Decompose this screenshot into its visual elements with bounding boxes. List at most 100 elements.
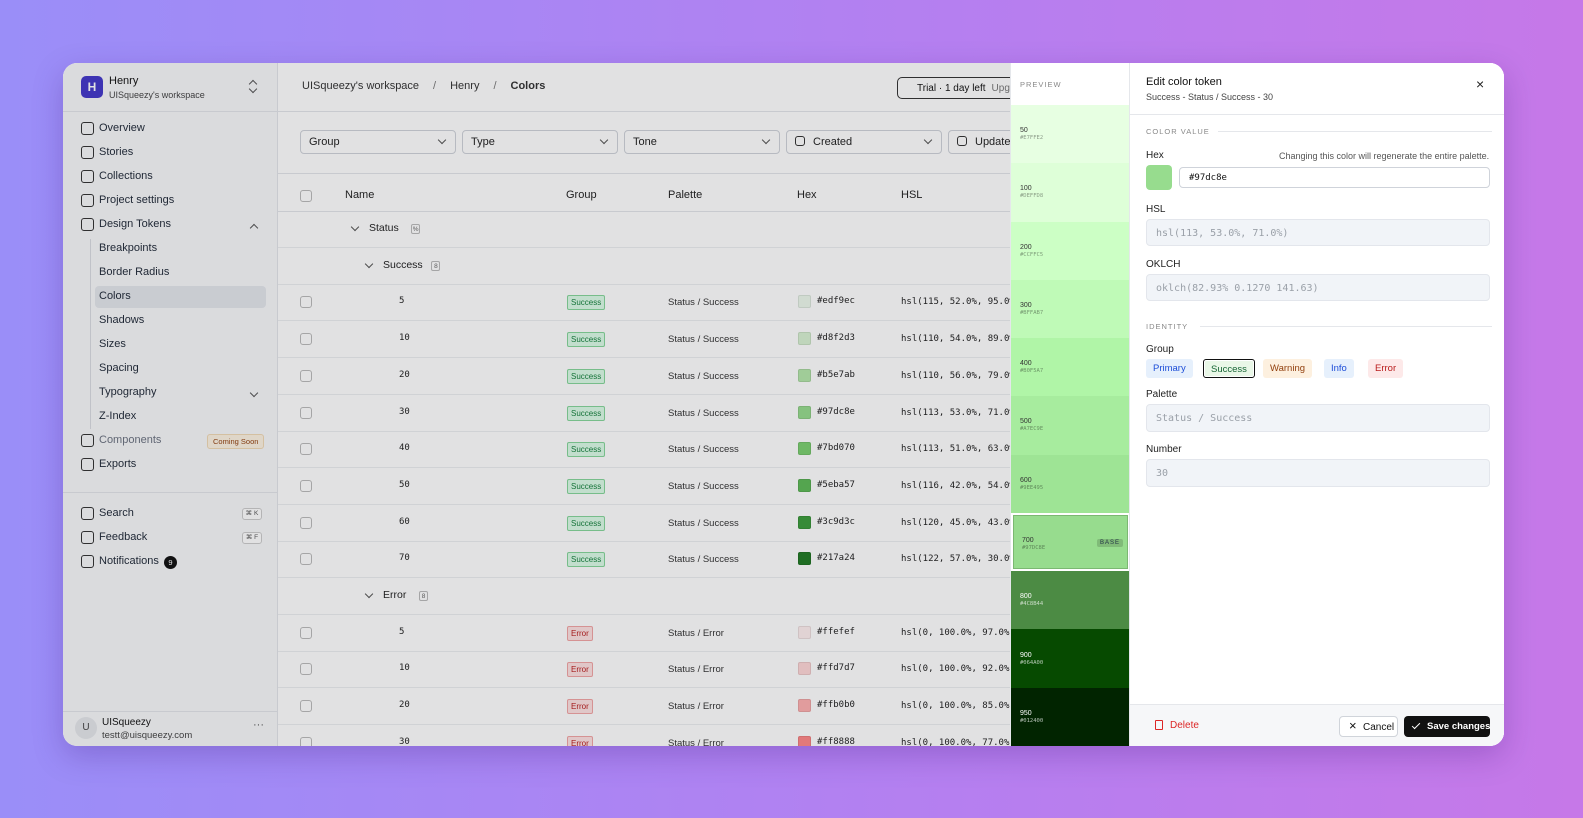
checkbox[interactable]: [300, 369, 312, 382]
input: 30: [1146, 459, 1490, 487]
hsl: hsl(115, 52.0%, 95.0%): [901, 297, 1021, 308]
nav-item[interactable]: Design Tokens: [99, 218, 171, 230]
row-divider: [278, 540, 1504, 542]
palette-swatch[interactable]: 900 #064A00: [1011, 629, 1130, 688]
palette-swatch[interactable]: 700 #97DC8E BASE: [1011, 512, 1130, 572]
section-heading: IDENTITY: [1146, 322, 1189, 331]
nav-item[interactable]: Exports: [99, 458, 137, 470]
nav-item[interactable]: Shadows: [99, 314, 145, 326]
hex-swatch: [798, 332, 811, 346]
palette-swatch[interactable]: 50 #E7FFE2: [1011, 105, 1130, 164]
palette-swatch[interactable]: 200 #CCFFC5: [1011, 221, 1130, 280]
filter-select[interactable]: Tone: [624, 130, 780, 154]
active-item: [95, 286, 266, 308]
checkbox[interactable]: [300, 333, 312, 346]
checkbox[interactable]: [300, 700, 312, 713]
input[interactable]: #97dc8e: [1179, 167, 1490, 188]
palette-swatch[interactable]: 300 #BFFAB7: [1011, 279, 1130, 339]
checkbox[interactable]: [300, 553, 312, 566]
color-swatch[interactable]: [1146, 165, 1172, 190]
swatch-step: 50: [1020, 127, 1028, 135]
token-number: 40: [399, 443, 410, 454]
cancel-button[interactable]: Cancel: [1339, 716, 1398, 737]
column-header: HSL: [901, 189, 923, 201]
group-chip[interactable]: Warning: [1263, 359, 1313, 378]
nav-item[interactable]: Collections: [99, 170, 153, 182]
breadcrumb-item[interactable]: UISqueezy's workspace: [302, 80, 420, 92]
nav-item[interactable]: Typography: [99, 386, 157, 398]
nav-item[interactable]: Overview: [99, 122, 145, 134]
token-number: 20: [399, 369, 410, 380]
group-chip[interactable]: Error: [1368, 359, 1404, 378]
breadcrumb-item[interactable]: Colors: [510, 80, 546, 92]
checkbox[interactable]: [300, 736, 312, 746]
hex: #ff8888: [817, 736, 855, 746]
group-badge: Error: [567, 625, 593, 641]
group-badge: Success: [567, 442, 606, 458]
breadcrumb-item[interactable]: Henry: [450, 80, 480, 92]
nav-item[interactable]: Project settings: [99, 194, 175, 206]
palette-swatch[interactable]: 800 #4C8B44: [1011, 571, 1130, 630]
group-chip[interactable]: Info: [1324, 359, 1354, 378]
filter-label: Tone: [633, 136, 657, 148]
swatch-hex: #DEFFD8: [1020, 193, 1044, 200]
tree-line: [90, 239, 91, 429]
group-label[interactable]: Error: [383, 589, 407, 601]
checkbox[interactable]: [300, 479, 312, 492]
user-avatar: U: [75, 717, 97, 739]
palette-swatch[interactable]: 500 #A7EC9E: [1011, 396, 1130, 455]
group-label[interactable]: Status: [369, 222, 399, 234]
separator: /: [493, 80, 497, 92]
save-button[interactable]: Save changes: [1404, 716, 1490, 737]
delete-button[interactable]: Delete: [1170, 720, 1199, 731]
icon: [81, 122, 94, 135]
checkbox[interactable]: [300, 443, 312, 456]
workspace-subtitle[interactable]: UISqueezy's workspace: [109, 90, 205, 100]
panel-title: Edit color token: [1146, 76, 1222, 88]
nav-item[interactable]: Stories: [99, 146, 134, 158]
section-heading: COLOR VALUE: [1146, 127, 1210, 136]
nav-item[interactable]: Notifications: [99, 555, 159, 567]
hex: #b5e7ab: [817, 369, 855, 380]
nav-item[interactable]: Breakpoints: [99, 242, 158, 254]
checkbox[interactable]: [300, 516, 312, 529]
token-number: 20: [399, 700, 410, 711]
nav-item[interactable]: Border Radius: [99, 266, 170, 278]
palette-swatch[interactable]: 100 #DEFFD8: [1011, 163, 1130, 222]
group-chip[interactable]: Success: [1203, 359, 1255, 378]
nav-item[interactable]: Search: [99, 507, 134, 519]
close-button[interactable]: ×: [1476, 76, 1485, 92]
swatch-step: 950: [1020, 709, 1032, 717]
nav-item[interactable]: Components: [99, 434, 162, 446]
checkbox[interactable]: [300, 626, 312, 639]
palette-swatch[interactable]: 600 #9EE495: [1011, 454, 1130, 513]
icon: [81, 555, 94, 568]
swatch-hex: #064A00: [1020, 659, 1044, 666]
input-value: oklch(82.93% 0.1270 141.63): [1156, 282, 1319, 294]
more-button[interactable]: ···: [253, 719, 264, 731]
hsl: hsl(113, 53.0%, 71.0%): [901, 407, 1021, 418]
nav-item[interactable]: Z-Index: [99, 410, 137, 422]
hex: #217a24: [817, 553, 855, 564]
group-label[interactable]: Success: [383, 258, 423, 271]
nav-item[interactable]: Spacing: [99, 362, 139, 374]
checkbox[interactable]: [300, 190, 312, 202]
overlay: [63, 63, 1010, 746]
nav-item[interactable]: Feedback: [99, 531, 148, 543]
palette-swatch[interactable]: 950 #012400: [1011, 687, 1130, 746]
checkbox[interactable]: [300, 406, 312, 419]
checkbox[interactable]: [300, 663, 312, 676]
group-chip[interactable]: Primary: [1146, 359, 1193, 378]
filter-select[interactable]: Group: [300, 130, 456, 154]
token-number: 60: [399, 516, 410, 527]
swatch-hex: #CCFFC5: [1020, 251, 1044, 258]
palette-swatch[interactable]: 400 #B0F5A7: [1011, 338, 1130, 397]
checkbox[interactable]: [300, 296, 312, 309]
nav-item[interactable]: Colors: [99, 290, 131, 302]
swatch-hex: #A7EC9E: [1020, 426, 1044, 433]
hex-swatch: [798, 735, 811, 746]
filter-select[interactable]: Type: [462, 130, 618, 154]
hex: #d8f2d3: [817, 333, 855, 344]
filter-select[interactable]: Created: [786, 130, 942, 154]
nav-item[interactable]: Sizes: [99, 338, 126, 350]
